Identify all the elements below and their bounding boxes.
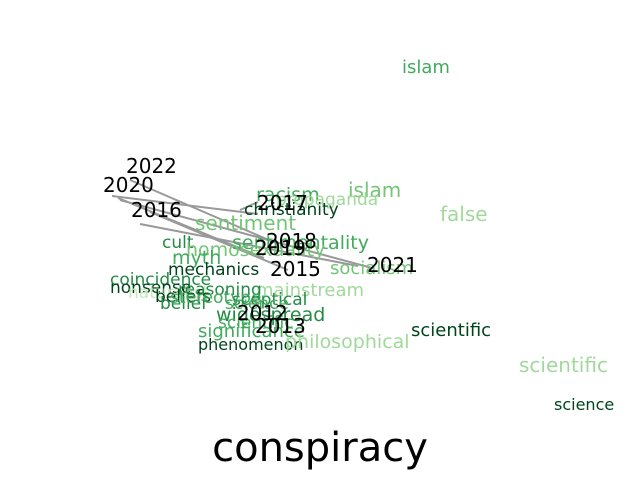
word-label: propaganda (276, 190, 379, 210)
word-label: nonsense (110, 278, 192, 298)
word-label: myth (172, 247, 222, 269)
word-label: socialism (330, 258, 414, 279)
word-label: scientific (519, 353, 608, 377)
word-label: naturalist (128, 283, 210, 303)
word-label: science (554, 395, 615, 414)
word-label: reasoning (178, 280, 262, 300)
year-label: 2020 (103, 173, 154, 197)
word-label: sceptical (232, 290, 308, 310)
word-label: sentimentality (232, 232, 369, 254)
word-label: islam (402, 57, 450, 78)
word-label: christianity (244, 200, 339, 220)
trajectory-arrow (129, 179, 279, 245)
word-label: homosexuality (186, 239, 326, 261)
trajectory-arrow (119, 199, 373, 269)
word-label: widespread (216, 304, 326, 326)
year-label: 2019 (255, 236, 306, 260)
word-label: beliefs (155, 287, 211, 307)
word-label: stereotype (170, 288, 262, 308)
word-label: sentiment (195, 211, 297, 235)
trajectory-arrow (117, 197, 265, 259)
year-label: 2013 (255, 314, 306, 338)
trajectory-arrow (139, 223, 359, 267)
year-label: 2021 (367, 253, 418, 277)
word-label: philosophical (285, 331, 410, 353)
word-label: phenomenon (198, 335, 304, 354)
word-label: belief (160, 294, 208, 314)
word-label: mainstream (256, 280, 365, 301)
year-label: 2015 (270, 257, 321, 281)
word-label: scientific (411, 320, 492, 341)
year-label: 2017 (257, 191, 308, 215)
word-label: racism (256, 184, 320, 206)
word-label: cult (162, 233, 194, 253)
trajectory-arrow (111, 195, 259, 215)
plot-title: conspiracy (212, 425, 428, 471)
word-label: significance (198, 321, 305, 342)
word-label: coincidence (110, 270, 212, 290)
word-label: islam (348, 178, 402, 202)
trajectory-arrow (239, 201, 259, 211)
year-label: 2012 (237, 301, 288, 325)
word-label: mechanics (168, 260, 260, 280)
trajectory-arrow (149, 211, 289, 271)
year-label: 2022 (126, 154, 177, 178)
year-label: 2016 (131, 198, 182, 222)
word-label: science (225, 294, 289, 314)
word-label: scientific (218, 313, 294, 333)
year-label: 2018 (266, 229, 317, 253)
word-label: false (440, 202, 488, 226)
